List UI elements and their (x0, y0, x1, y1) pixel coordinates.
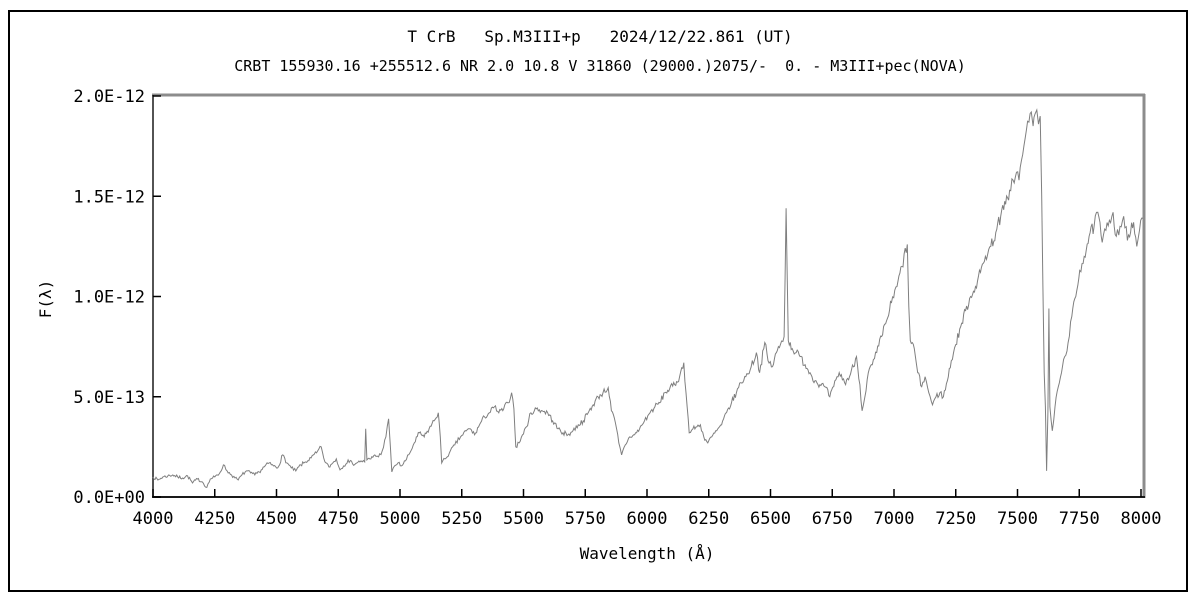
x-tick-label: 5500 (503, 509, 544, 529)
x-tick-label: 5250 (441, 509, 482, 529)
x-tick-label: 6000 (627, 509, 668, 529)
x-tick-label: 4500 (256, 509, 297, 529)
spectrum-line (152, 108, 1144, 488)
chart-subtitle: CRBT 155930.16 +255512.6 NR 2.0 10.8 V 3… (234, 57, 966, 75)
x-tick-label: 7500 (997, 509, 1038, 529)
outer-border (8, 10, 1188, 592)
y-tick-label: 2.0E-12 (73, 87, 145, 107)
x-tick-label: 4750 (318, 509, 359, 529)
y-tick-label: 5.0E-13 (73, 388, 145, 408)
x-tick-label: 5750 (565, 509, 606, 529)
y-tick-label: 0.0E+00 (73, 488, 145, 508)
x-tick-label: 4250 (194, 509, 235, 529)
x-tick-label: 6250 (688, 509, 729, 529)
y-tick-label: 1.0E-12 (73, 288, 145, 308)
y-tick-label: 1.5E-12 (73, 187, 145, 207)
x-axis-title: Wavelength (Å) (579, 544, 715, 563)
x-tick-label: 6750 (812, 509, 853, 529)
x-tick-label: 8000 (1121, 509, 1162, 529)
x-tick-label: 7000 (874, 509, 915, 529)
chart-title: T CrB Sp.M3III+p 2024/12/22.861 (UT) (407, 27, 793, 46)
x-tick-label: 7750 (1059, 509, 1100, 529)
x-tick-label: 6500 (750, 509, 791, 529)
x-tick-label: 4000 (133, 509, 174, 529)
x-tick-label: 7250 (935, 509, 976, 529)
x-tick-label: 5000 (380, 509, 421, 529)
